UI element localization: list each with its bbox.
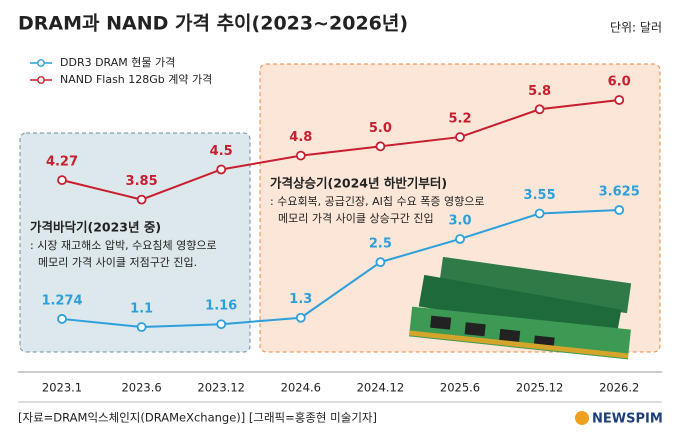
- x-tick-label: 2023.12: [197, 381, 245, 395]
- data-point: [57, 314, 67, 324]
- data-label: 3.625: [599, 185, 640, 200]
- logo-icon: [575, 411, 589, 425]
- x-tick-label: 2025.6: [440, 381, 480, 395]
- x-tick-label: 2025.12: [516, 381, 564, 395]
- x-tick-label: 2024.6: [281, 381, 321, 395]
- data-point: [57, 175, 67, 186]
- series-line: [61, 99, 620, 201]
- data-label: 6.0: [608, 75, 631, 90]
- data-label: 4.8: [289, 130, 312, 145]
- data-point: [614, 205, 625, 215]
- data-label: 3.55: [524, 188, 556, 203]
- annotation-text: : 수요회복, 공급긴장, AI칩 수요 폭증 영향으로: [270, 195, 485, 208]
- annotation-title: 가격바닥기(2023년 중): [30, 220, 161, 235]
- data-point: [136, 322, 147, 332]
- data-label: 1.1: [130, 302, 153, 317]
- data-point: [216, 319, 227, 330]
- legend-label: DDR3 DRAM 현물 가격: [60, 56, 175, 69]
- annotation-title: 가격상승기(2024년 하반기부터): [270, 176, 447, 191]
- x-tick-label: 2023.6: [121, 381, 161, 395]
- legend-label: NAND Flash 128Gb 계약 가격: [60, 72, 212, 86]
- data-point: [534, 208, 545, 219]
- data-label: 4.27: [46, 155, 78, 170]
- data-label: 5.0: [369, 121, 392, 136]
- data-point: [375, 141, 386, 152]
- unit-label: 단위: 달러: [610, 21, 662, 35]
- legend-marker: [37, 59, 45, 67]
- data-point: [216, 164, 227, 175]
- memory-illustration: [409, 256, 632, 360]
- annotation-text: : 시장 재고해소 압박, 수요침체 영향으로: [30, 238, 217, 252]
- series-line: [61, 209, 620, 329]
- data-label: 5.8: [528, 84, 551, 99]
- x-tick-label: 2026.2: [599, 381, 639, 395]
- x-tick-label: 2023.1: [42, 381, 82, 395]
- data-point: [455, 234, 465, 244]
- data-label: 3.85: [126, 174, 158, 189]
- logo: NEWSPIM: [592, 412, 663, 427]
- chart-title: DRAM과 NAND 가격 추이(2023~2026년): [18, 13, 408, 35]
- data-label: 1.274: [41, 293, 82, 308]
- data-point: [534, 104, 545, 115]
- source: [자료=DRAM익스체인지(DRAMeXchange)] [그래픽=홍종현 미술…: [18, 411, 377, 425]
- data-label: 2.5: [369, 237, 392, 252]
- data-label: 1.3: [289, 292, 312, 307]
- data-label: 4.5: [210, 144, 233, 159]
- data-point: [455, 132, 465, 142]
- data-point: [295, 150, 306, 161]
- trough-zone: [19, 132, 251, 353]
- data-label: 5.2: [448, 112, 471, 127]
- x-tick-label: 2024.12: [357, 381, 405, 395]
- annotation-text: 메모리 가격 사이클 상승구간 진입: [278, 212, 434, 225]
- data-label: 3.0: [448, 213, 471, 228]
- data-point: [295, 312, 306, 323]
- data-point: [614, 95, 625, 105]
- data-point: [375, 257, 386, 268]
- data-point: [136, 194, 147, 205]
- legend-marker: [37, 76, 45, 84]
- data-label: 1.16: [205, 299, 237, 314]
- annotation-text: 메모리 가격 사이클 저점구간 진입.: [38, 256, 197, 269]
